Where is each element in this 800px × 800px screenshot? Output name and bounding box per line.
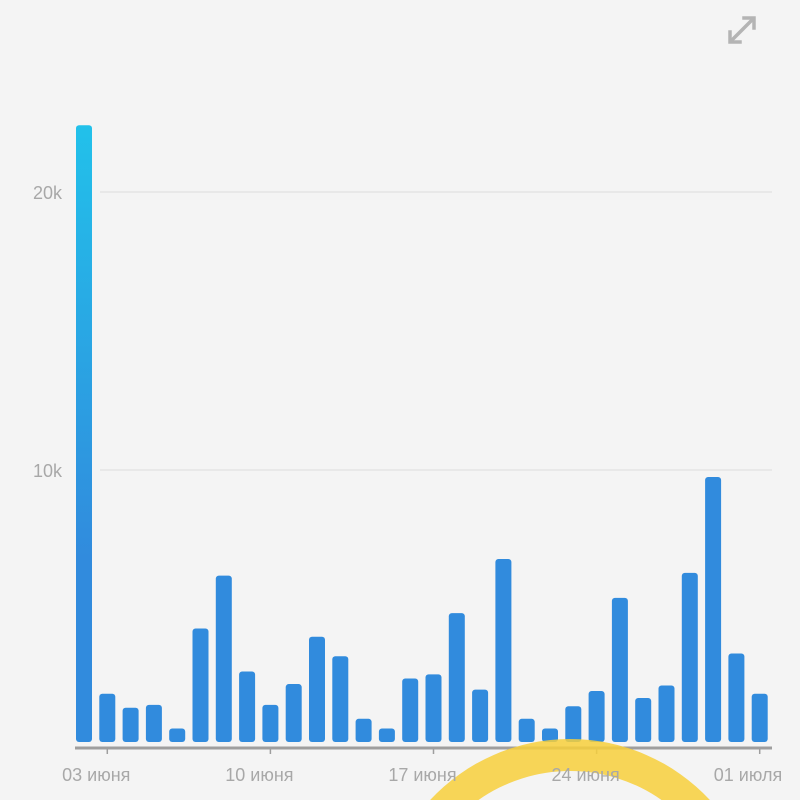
bar-06-июня[interactable] [169, 728, 186, 742]
y-tick-label: 20k [33, 183, 63, 203]
x-tick-label: 03 июня [62, 765, 130, 785]
bar-10-июня[interactable] [262, 704, 279, 742]
bar-03-июня[interactable] [99, 693, 116, 742]
x-tick-label: 24 июня [551, 765, 619, 785]
bar-29-июня[interactable] [705, 476, 722, 742]
bar-08-июня[interactable] [215, 575, 232, 742]
expand-arrows-icon [728, 16, 756, 44]
bar-15-июня[interactable] [378, 728, 395, 742]
bar-16-июня[interactable] [402, 678, 419, 743]
bar-30-июня[interactable] [728, 653, 745, 742]
bar-22-июня[interactable] [542, 728, 558, 742]
x-tick-label: 17 июня [388, 765, 456, 785]
y-tick-label: 10k [33, 461, 63, 481]
bar-21-июня[interactable] [518, 718, 535, 742]
highlight-ring [430, 739, 710, 800]
bar-17-июня[interactable] [425, 674, 442, 742]
bar-02-июня[interactable] [76, 125, 92, 742]
bar-09-июня[interactable] [239, 671, 256, 742]
bar-11-июня[interactable] [285, 684, 302, 742]
bar-25-июня[interactable] [611, 597, 628, 742]
bar-19-июня[interactable] [472, 689, 489, 742]
bar-28-июня[interactable] [681, 572, 698, 742]
x-tick-label: 01 июля [714, 765, 782, 785]
bar-26-июня[interactable] [635, 697, 652, 742]
bar-20-июня[interactable] [495, 558, 512, 742]
bar-24-июня[interactable] [588, 691, 605, 742]
x-tick-label: 10 июня [225, 765, 293, 785]
bar-23-июня[interactable] [565, 706, 582, 742]
expand-button[interactable] [724, 12, 760, 48]
bar-27-июня[interactable] [658, 685, 675, 742]
bar-01-июля[interactable] [751, 693, 768, 742]
bar-04-июня[interactable] [122, 707, 139, 742]
bar-14-июня[interactable] [355, 718, 372, 742]
bar-12-июня[interactable] [309, 636, 325, 742]
bar-18-июня[interactable] [448, 613, 465, 742]
bar-05-июня[interactable] [145, 704, 162, 742]
bar-13-июня[interactable] [332, 656, 349, 742]
bar-07-июня[interactable] [192, 628, 209, 742]
